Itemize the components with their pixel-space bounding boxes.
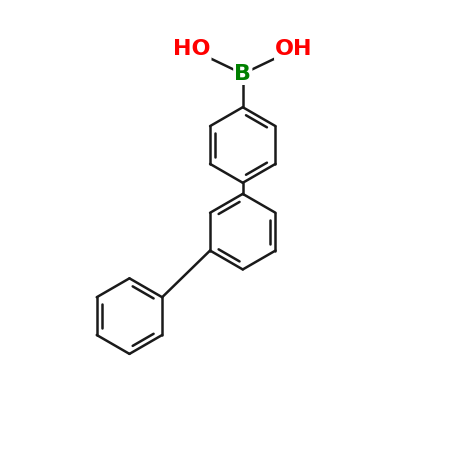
Text: HO: HO xyxy=(173,40,211,59)
Text: OH: OH xyxy=(275,40,313,59)
Text: B: B xyxy=(234,64,251,84)
